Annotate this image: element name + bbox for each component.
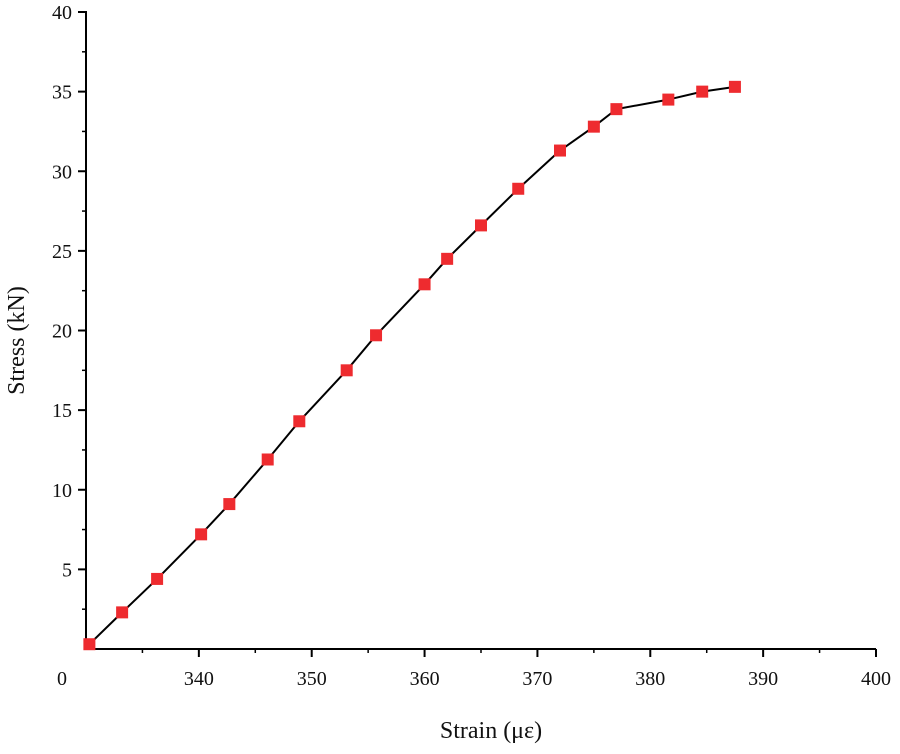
data-point-marker [610,103,623,116]
y-tick-label: 20 [52,321,72,343]
data-point-marker [116,606,129,619]
x-tick-label: 340 [184,668,214,690]
y-tick-label: 5 [62,559,72,581]
y-tick-label: 35 [52,82,72,104]
series-group [88,85,736,645]
data-point-marker [696,85,709,98]
data-point-marker [728,80,741,93]
data-point-marker [662,93,675,106]
data-point-marker [83,638,96,651]
y-tick-label: 40 [52,2,72,24]
x-axis-title: Strain (με) [440,718,542,744]
axes [85,11,876,650]
data-markers [83,80,741,651]
y-axis-ticks: 5 10 15 20 25 30 35 40 [52,2,86,610]
data-point-marker [223,498,236,511]
data-point-marker [195,528,208,541]
y-tick-label: 15 [52,400,72,422]
x-axis-ticks: 340 350 360 370 380 390 400 [141,649,891,690]
data-point-marker [587,120,600,133]
y-tick-label: 25 [52,241,72,263]
y-tick-label: 30 [52,161,72,183]
x-tick-label: 350 [297,668,327,690]
data-point-marker [441,252,454,265]
data-point-marker [554,144,566,157]
data-point-marker [370,329,383,342]
x-tick-label: 390 [748,668,778,690]
data-point-marker [151,572,164,585]
y-tick-label: 10 [52,480,72,502]
series-line [88,85,736,645]
x-tick-label: 360 [410,668,440,690]
x-tick-label: 370 [522,668,552,690]
data-point-marker [293,415,306,428]
data-point-marker [418,278,431,291]
origin-tick-label: 0 [57,668,67,690]
x-tick-label: 380 [635,668,665,690]
data-point-marker [475,219,487,232]
x-tick-label: 400 [861,668,891,690]
data-point-marker [340,364,353,377]
data-point-marker [261,453,274,466]
y-axis-title: Stress (kN) [4,286,30,395]
data-point-marker [512,182,525,195]
